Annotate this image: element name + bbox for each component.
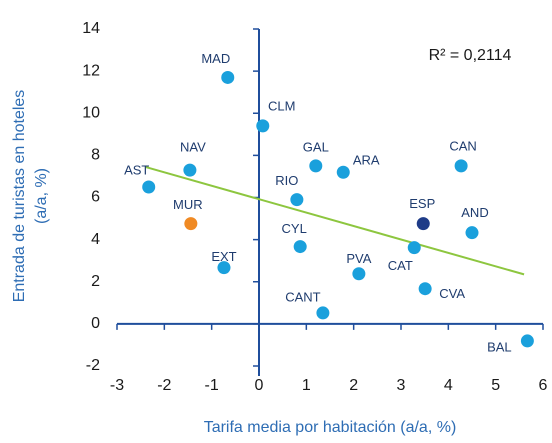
x-tick-label: 6 xyxy=(539,377,548,394)
point-label: GAL xyxy=(303,139,329,154)
point xyxy=(316,306,330,320)
y-tick-label: 10 xyxy=(82,104,100,121)
point xyxy=(416,217,430,231)
point xyxy=(293,240,307,254)
x-tick-label: 2 xyxy=(349,377,358,394)
point xyxy=(418,282,432,296)
point-label: ARA xyxy=(353,153,380,168)
point-label: CVA xyxy=(439,286,465,301)
point xyxy=(183,163,197,177)
point xyxy=(336,165,350,179)
point-label: RIO xyxy=(275,173,298,188)
point xyxy=(465,226,479,240)
point-label: ESP xyxy=(409,196,435,211)
point xyxy=(184,217,198,231)
y-axis-title: Entrada de turistas en hoteles xyxy=(11,90,28,303)
point xyxy=(407,241,421,255)
point xyxy=(520,334,534,348)
trend-line xyxy=(145,165,525,276)
point xyxy=(290,193,304,207)
y-tick-label: 8 xyxy=(91,147,100,164)
x-axis-title: Tarifa media por habitación (a/a, %) xyxy=(204,419,457,436)
x-tick-label: -1 xyxy=(205,377,219,394)
x-tick-label: -3 xyxy=(110,377,124,394)
y-tick-label: 0 xyxy=(91,315,100,332)
point-label: EXT xyxy=(211,249,236,264)
point xyxy=(221,70,235,84)
x-tick-label: 3 xyxy=(397,377,406,394)
point xyxy=(352,267,366,281)
x-tick-label: 1 xyxy=(302,377,311,394)
point-label: NAV xyxy=(180,140,206,155)
point xyxy=(142,180,156,194)
x-tick-label: -2 xyxy=(157,377,171,394)
x-tick-label: 5 xyxy=(491,377,500,394)
point-label: PVA xyxy=(346,251,371,266)
point xyxy=(309,159,323,173)
point-label: AST xyxy=(124,162,149,177)
point-label: CANT xyxy=(285,289,320,304)
y-tick-label: 12 xyxy=(82,62,100,79)
point xyxy=(256,119,270,133)
point-label: BAL xyxy=(487,339,512,354)
point xyxy=(454,159,468,173)
x-tick-label: 0 xyxy=(255,377,264,394)
x-tick-label: 4 xyxy=(444,377,453,394)
point-label: MUR xyxy=(173,197,203,212)
point-label: CYL xyxy=(282,221,307,236)
y-axis-title: (a/a, %) xyxy=(33,168,50,224)
r-squared: R² = 0,2114 xyxy=(429,47,512,64)
point-label: CAN xyxy=(449,138,476,153)
y-tick-label: 4 xyxy=(91,231,100,248)
y-tick-label: 6 xyxy=(91,189,100,206)
y-tick-label: 2 xyxy=(91,273,100,290)
point-label: CLM xyxy=(268,98,295,113)
y-tick-label: 14 xyxy=(82,20,100,37)
point-label: MAD xyxy=(201,51,230,66)
point-label: CAT xyxy=(388,258,413,273)
y-tick-label: -2 xyxy=(86,357,100,374)
point xyxy=(217,261,231,275)
point-label: AND xyxy=(461,205,488,220)
